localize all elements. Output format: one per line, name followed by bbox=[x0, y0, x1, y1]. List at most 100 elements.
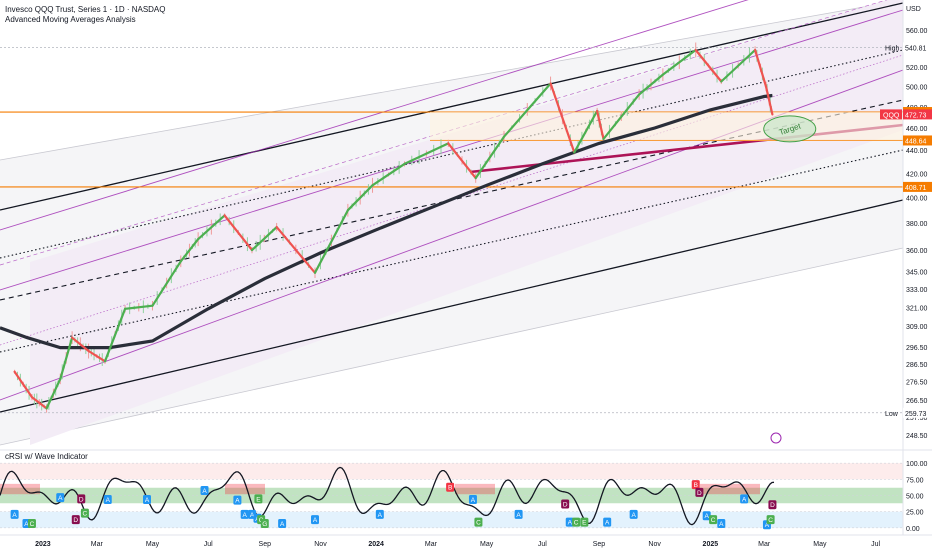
signal-label: D bbox=[79, 496, 84, 503]
study-title: Advanced Moving Averages Analysis bbox=[5, 15, 136, 24]
signal-badge bbox=[514, 509, 523, 519]
level-badge bbox=[903, 181, 932, 192]
time-tick-label: 2025 bbox=[703, 541, 719, 548]
price-tick-label: 460.00 bbox=[906, 126, 928, 133]
indicator-pane[interactable]: AACADCDAAAAAAACEGAAAABCAACEDAABDACAAACD bbox=[0, 462, 903, 530]
signal-badge bbox=[629, 509, 638, 519]
signal-label: A bbox=[719, 521, 724, 528]
signal-label: A bbox=[605, 520, 610, 527]
price-series-segment bbox=[637, 73, 665, 96]
signal-label: A bbox=[12, 512, 17, 519]
level-name-label: High bbox=[885, 45, 900, 52]
signal-badge bbox=[77, 494, 86, 504]
signal-badge bbox=[143, 495, 151, 505]
level-name-label: Low bbox=[885, 411, 899, 418]
symbol-title: Invesco QQQ Trust, Series 1 · 1D · NASDA… bbox=[5, 5, 166, 14]
level-value-label: 259.73 bbox=[905, 411, 927, 418]
price-series-segment bbox=[595, 109, 605, 141]
signal-badge bbox=[580, 517, 589, 527]
time-tick-label: Nov bbox=[314, 541, 327, 548]
price-tick-label: 560.00 bbox=[906, 28, 928, 35]
signal-label: C bbox=[83, 511, 88, 518]
level-value-label: 540.81 bbox=[905, 45, 927, 52]
price-series-segment bbox=[275, 226, 317, 274]
signal-label: A bbox=[145, 497, 150, 504]
level-zone bbox=[430, 112, 903, 141]
price-series-segment bbox=[447, 142, 477, 180]
signal-label: E bbox=[256, 496, 261, 503]
signal-label: D bbox=[697, 490, 702, 497]
price-series-segment bbox=[87, 349, 107, 363]
level-value-label: 408.71 bbox=[905, 185, 927, 192]
signal-badge bbox=[572, 517, 581, 527]
time-tick-label: Jul bbox=[871, 541, 880, 548]
purple-channel-line bbox=[0, 0, 749, 231]
signal-label: E bbox=[582, 520, 587, 527]
price-series-segment bbox=[70, 336, 90, 353]
signal-badge bbox=[254, 494, 263, 504]
price-pane[interactable]: Target bbox=[0, 0, 903, 446]
signal-badge bbox=[311, 515, 319, 525]
price-series-segment bbox=[313, 209, 349, 274]
time-tick-label: Mar bbox=[758, 541, 771, 548]
signal-badge bbox=[80, 508, 89, 518]
signal-badge bbox=[240, 509, 249, 519]
signal-label: D bbox=[73, 517, 78, 524]
level-name-label: QQQ bbox=[883, 112, 900, 119]
signal-label: C bbox=[476, 520, 481, 527]
time-tick-label: 2023 bbox=[35, 541, 51, 548]
price-series-segment bbox=[45, 377, 62, 410]
price-series-segment bbox=[151, 260, 182, 307]
signal-label: A bbox=[58, 495, 63, 502]
price-tick-label: 333.00 bbox=[906, 287, 928, 294]
signal-label: A bbox=[378, 512, 383, 519]
price-series-segment bbox=[223, 214, 254, 252]
price-series-segment bbox=[403, 142, 450, 165]
ind-tick-label: 100.00 bbox=[906, 461, 928, 468]
price-tick-label: 345.00 bbox=[906, 269, 928, 276]
price-series-segment bbox=[602, 93, 641, 141]
target-ellipse bbox=[763, 115, 817, 143]
price-series-segment bbox=[661, 48, 697, 76]
signal-label: A bbox=[106, 497, 111, 504]
signal-label: A bbox=[705, 513, 710, 520]
ind-tick-label: 50.00 bbox=[906, 494, 924, 501]
ind-tick-label: 0.00 bbox=[906, 526, 920, 533]
signal-label: A bbox=[280, 521, 285, 528]
level-badge bbox=[903, 135, 932, 146]
signal-label: A bbox=[24, 521, 29, 528]
signal-badge bbox=[561, 499, 570, 509]
signal-label: D bbox=[563, 502, 568, 509]
signal-label: A bbox=[516, 512, 521, 519]
signal-label: C bbox=[768, 517, 773, 524]
level-value-label: 472.73 bbox=[905, 112, 927, 119]
inner-channel-fill bbox=[30, 0, 903, 445]
price-tick-label: 440.00 bbox=[906, 148, 928, 155]
signal-badge bbox=[10, 509, 19, 519]
signal-badge bbox=[695, 487, 704, 497]
price-tick-label: 360.00 bbox=[906, 248, 928, 255]
price-series-segment bbox=[123, 304, 154, 310]
signal-label: C bbox=[711, 517, 716, 524]
price-series-segment bbox=[179, 238, 200, 263]
price-series-segment bbox=[346, 184, 374, 212]
purple-channel-line bbox=[0, 9, 903, 291]
signal-badge bbox=[691, 480, 700, 490]
price-series-segment bbox=[103, 307, 127, 363]
time-tick-label: Mar bbox=[425, 541, 438, 548]
alert-icon bbox=[770, 432, 782, 444]
signal-label: A bbox=[250, 512, 255, 519]
time-tick-label: May bbox=[813, 541, 827, 548]
signal-label: G bbox=[262, 521, 267, 528]
crsi-line bbox=[0, 466, 775, 526]
signal-badge bbox=[474, 517, 483, 527]
level-badge bbox=[903, 42, 932, 53]
price-tick-label: 276.50 bbox=[906, 380, 928, 387]
price-tick-label: 400.00 bbox=[906, 196, 928, 203]
signal-badge bbox=[768, 500, 777, 510]
price-series-segment bbox=[474, 135, 506, 180]
signal-badge bbox=[603, 517, 612, 527]
signal-badge bbox=[260, 518, 269, 528]
price-tick-label: 286.50 bbox=[906, 362, 928, 369]
